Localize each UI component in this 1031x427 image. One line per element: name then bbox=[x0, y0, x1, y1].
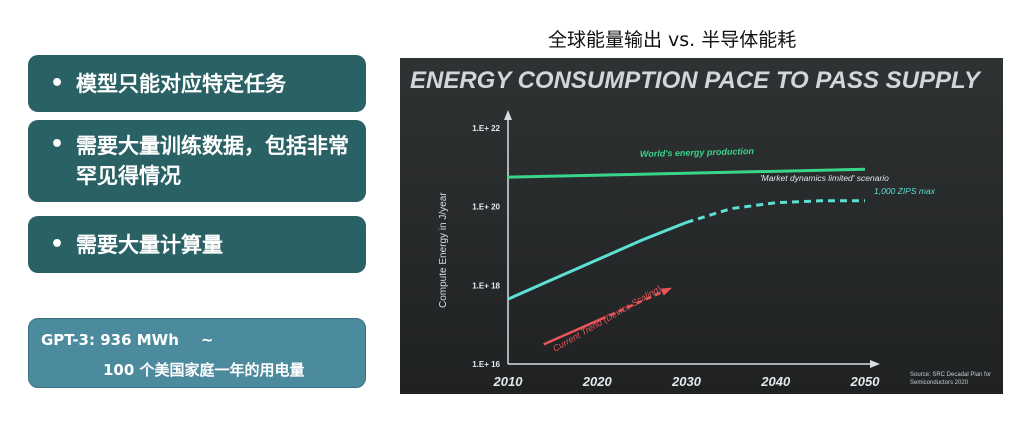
x-tick-label: 2010 bbox=[493, 374, 524, 389]
current-trend-arrowhead-icon bbox=[660, 287, 673, 296]
energy-chart: ENERGY CONSUMPTION PACE TO PASS SUPPLY C… bbox=[400, 58, 1003, 394]
annotation-market-scenario: 'Market dynamics limited' scenario bbox=[760, 173, 889, 183]
x-tick-label: 2040 bbox=[760, 374, 791, 389]
x-tick-label: 2020 bbox=[582, 374, 613, 389]
annotation-zips-max: 1,000 ZIPS max bbox=[874, 186, 936, 196]
bullet-text: 需要大量计算量 bbox=[76, 232, 223, 257]
bullet-text: 需要大量训练数据，包括非常罕见得情况 bbox=[76, 134, 349, 188]
x-axis-arrow-icon bbox=[870, 360, 880, 368]
note-line-2: 100 个美国家庭一年的用电量 bbox=[103, 361, 305, 379]
approx-tilde: ~ bbox=[200, 331, 214, 349]
bullet-box-training-data: • 需要大量训练数据，包括非常罕见得情况 bbox=[28, 120, 366, 202]
y-axis-arrow-icon bbox=[504, 110, 512, 120]
y-tick-label: 1.E+ 16 bbox=[472, 360, 500, 369]
x-tick-label: 2050 bbox=[850, 374, 881, 389]
y-tick-label: 1.E+ 20 bbox=[472, 203, 500, 212]
y-axis-label: Compute Energy in J/year bbox=[438, 192, 449, 308]
note-line-1: GPT-3: 936 MWh ~ bbox=[41, 331, 213, 349]
annotation-world-energy: World's energy production bbox=[640, 146, 755, 159]
figure-title: 全球能量输出 vs. 半导体能耗 bbox=[548, 29, 797, 51]
bullet-box-compute: • 需要大量计算量 bbox=[28, 216, 366, 273]
series-market-solid-line bbox=[507, 221, 688, 301]
series-current-trend-dashed bbox=[599, 288, 670, 321]
x-tick-label: 2030 bbox=[671, 374, 702, 389]
bullet-dot: • bbox=[50, 70, 65, 96]
bullet-box-specific-tasks: • 模型只能对应特定任务 bbox=[28, 55, 366, 112]
gpt3-energy-note: GPT-3: 936 MWh ~ 100 个美国家庭一年的用电量 bbox=[28, 318, 366, 388]
chart-title: ENERGY CONSUMPTION PACE TO PASS SUPPLY bbox=[410, 67, 982, 94]
y-tick-label: 1.E+ 22 bbox=[472, 124, 500, 133]
bullet-text: 模型只能对应特定任务 bbox=[76, 71, 286, 96]
gpt3-energy-value: GPT-3: 936 MWh bbox=[41, 331, 179, 349]
y-tick-label: 1.E+ 18 bbox=[472, 281, 500, 290]
bullet-dot: • bbox=[50, 132, 65, 157]
series-world-energy-line bbox=[507, 167, 866, 179]
series-current-trend-solid bbox=[543, 318, 601, 346]
chart-background bbox=[400, 58, 1003, 394]
chart-source-note: Source: SRC Decadal Plan for Semiconducto… bbox=[910, 372, 991, 386]
bullet-dot: • bbox=[50, 231, 65, 257]
chart-photo: ENERGY CONSUMPTION PACE TO PASS SUPPLY C… bbox=[400, 58, 1003, 394]
